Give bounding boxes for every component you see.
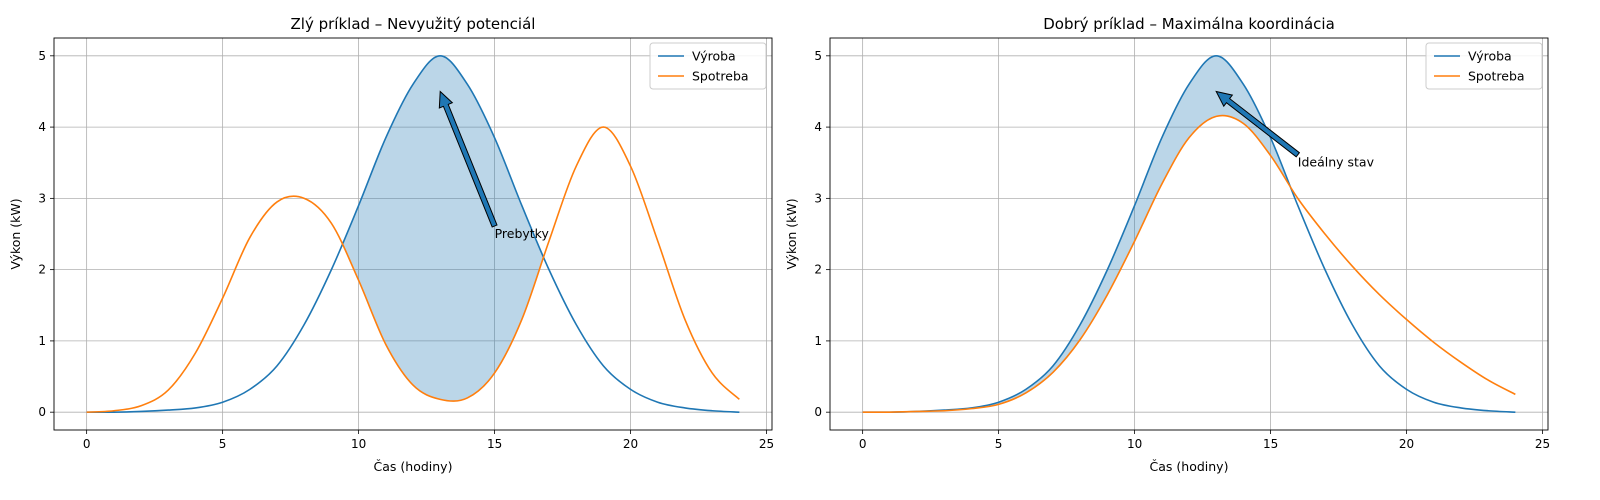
- legend: Výroba Spotreba: [1425, 42, 1543, 90]
- x-tick-label: 20: [1399, 437, 1414, 451]
- x-tick-label: 5: [995, 437, 1003, 451]
- y-axis-label: Výkon (kW): [784, 198, 799, 269]
- legend-label-consumption: Spotreba: [692, 69, 749, 84]
- y-tick-label: 0: [814, 405, 822, 419]
- y-tick-label: 4: [38, 120, 46, 134]
- chart-panel-bad-example: 0 5 10 15 20 25 0 1 2 3 4 5 Zlý príklad – Nevyužitý …: [8, 15, 774, 474]
- series-line-production: [86, 55, 740, 414]
- y-tick-label: 1: [814, 334, 822, 348]
- chart-panel-good-example: 0 5 10 15 20 25 0 1 2 3 4 5 Dobrý príklad – Maximáln…: [784, 15, 1550, 474]
- annotation-text: Ideálny stav: [1298, 155, 1375, 170]
- legend-box: [649, 42, 767, 90]
- y-tick-label: 5: [814, 49, 822, 63]
- annotation-text: Prebytky: [495, 226, 550, 241]
- x-tick-label: 10: [1127, 437, 1142, 451]
- x-tick-label: 5: [219, 437, 227, 451]
- x-tick-label: 15: [1263, 437, 1278, 451]
- series-line-consumption: [86, 126, 740, 413]
- x-tick-label: 25: [759, 437, 774, 451]
- x-tick-label: 15: [487, 437, 502, 451]
- y-axis-label: Výkon (kW): [8, 198, 23, 269]
- series-line-consumption: [862, 114, 1516, 414]
- y-tick-label: 3: [814, 191, 822, 205]
- annotation-arrow: [1215, 90, 1301, 158]
- chart-title: Zlý príklad – Nevyužitý potenciál: [291, 15, 536, 33]
- grid: [54, 38, 772, 430]
- y-tick-label: 3: [38, 191, 46, 205]
- y-tick-label: 1: [38, 334, 46, 348]
- x-axis-label: Čas (hodiny): [1150, 459, 1229, 474]
- legend: Výroba Spotreba: [649, 42, 767, 90]
- x-tick-label: 0: [83, 437, 91, 451]
- y-tick-label: 0: [38, 405, 46, 419]
- x-tick-label: 10: [351, 437, 366, 451]
- y-tick-label: 2: [814, 263, 822, 277]
- legend-label-production: Výroba: [692, 49, 736, 64]
- chart-title: Dobrý príklad – Maximálna koordinácia: [1043, 15, 1335, 33]
- x-tick-label: 0: [859, 437, 867, 451]
- legend-label-production: Výroba: [1468, 49, 1512, 64]
- surplus-fill-area: [862, 55, 1516, 413]
- surplus-fill-area: [86, 55, 740, 413]
- annotation-arrow: [438, 90, 498, 228]
- legend-label-consumption: Spotreba: [1468, 69, 1525, 84]
- y-tick-label: 5: [38, 49, 46, 63]
- y-tick-label: 2: [38, 263, 46, 277]
- grid: [830, 38, 1548, 430]
- x-tick-label: 20: [623, 437, 638, 451]
- x-tick-label: 25: [1535, 437, 1550, 451]
- axes-frame: [53, 37, 773, 431]
- axes-frame: [829, 37, 1549, 431]
- y-tick-label: 4: [814, 120, 822, 134]
- legend-box: [1425, 42, 1543, 90]
- x-axis-label: Čas (hodiny): [374, 459, 453, 474]
